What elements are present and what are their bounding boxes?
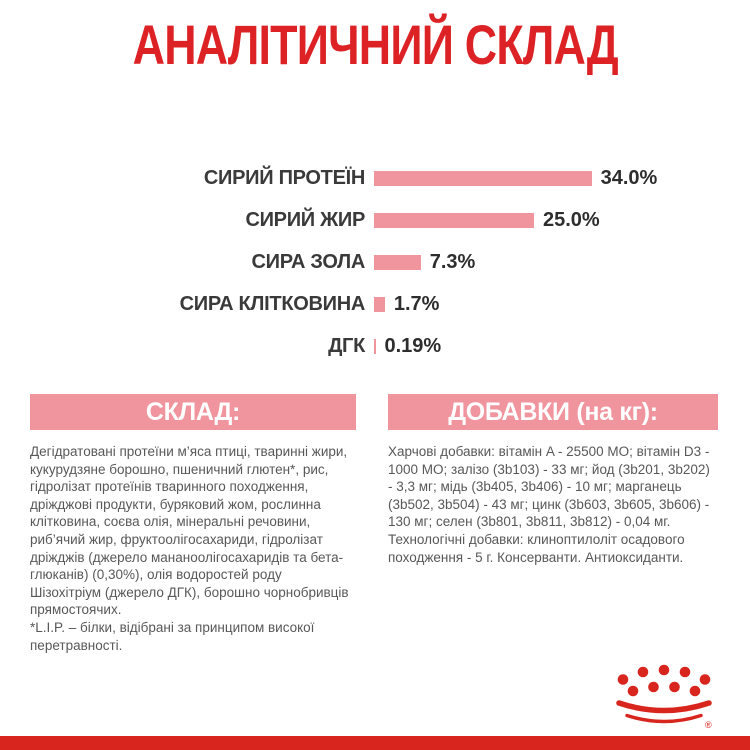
composition-text: Дегідратовані протеїни м’яса птиці, твар… <box>30 444 349 618</box>
chart-bar <box>374 213 534 228</box>
royal-canin-crown-logo: ® <box>616 664 712 730</box>
chart-bar <box>374 171 592 186</box>
additives-header: ДОБАВКИ (на кг): <box>388 394 718 430</box>
chart-value-label: 7.3% <box>429 251 476 273</box>
analytical-composition-chart: СИРИЙ ПРОТЕЇН 34.0% СИРИЙ ЖИР 25.0% СИРА… <box>0 164 750 374</box>
svg-text:®: ® <box>705 720 712 730</box>
chart-row: СИРИЙ ЖИР 25.0% <box>0 206 750 235</box>
chart-row: СИРА КЛІТКОВИНА 1.7% <box>0 290 750 319</box>
chart-value-label: 25.0% <box>543 209 600 231</box>
chart-bar <box>374 255 421 270</box>
chart-category-label: ДГК <box>328 335 365 357</box>
chart-category-label: СИРА ЗОЛА <box>251 251 365 273</box>
chart-category-label: СИРИЙ ЖИР <box>245 209 365 231</box>
composition-section: СКЛАД: Дегідратовані протеїни м’яса птиц… <box>30 394 356 654</box>
chart-value-label: 1.7% <box>393 293 440 315</box>
composition-header: СКЛАД: <box>30 394 356 430</box>
chart-value-label: 34.0% <box>600 167 658 189</box>
chart-category-label: СИРИЙ ПРОТЕЇН <box>203 167 365 189</box>
additives-section: ДОБАВКИ (на кг): Харчові добавки: вітамі… <box>388 394 718 566</box>
chart-row: СИРА ЗОЛА 7.3% <box>0 248 750 277</box>
title-container: АНАЛІТИЧНИЙ СКЛАД <box>0 12 750 77</box>
chart-row: СИРИЙ ПРОТЕЇН 34.0% <box>0 164 750 193</box>
chart-category-label: СИРА КЛІТКОВИНА <box>179 293 366 315</box>
composition-footnote: *L.I.P. – білки, відібрані за принципом … <box>30 619 315 653</box>
composition-body: Дегідратовані протеїни м’яса птиці, твар… <box>30 443 356 654</box>
footer-red-bar <box>0 736 750 750</box>
page-title: АНАЛІТИЧНИЙ СКЛАД <box>132 13 618 76</box>
chart-bar <box>374 339 376 354</box>
chart-value-label: 0.19% <box>384 335 442 357</box>
chart-bar <box>374 297 385 312</box>
additives-text: Харчові добавки: вітамін A - 25500 МО; в… <box>388 444 710 565</box>
chart-row: ДГК 0.19% <box>0 332 750 361</box>
additives-body: Харчові добавки: вітамін A - 25500 МО; в… <box>388 443 718 566</box>
